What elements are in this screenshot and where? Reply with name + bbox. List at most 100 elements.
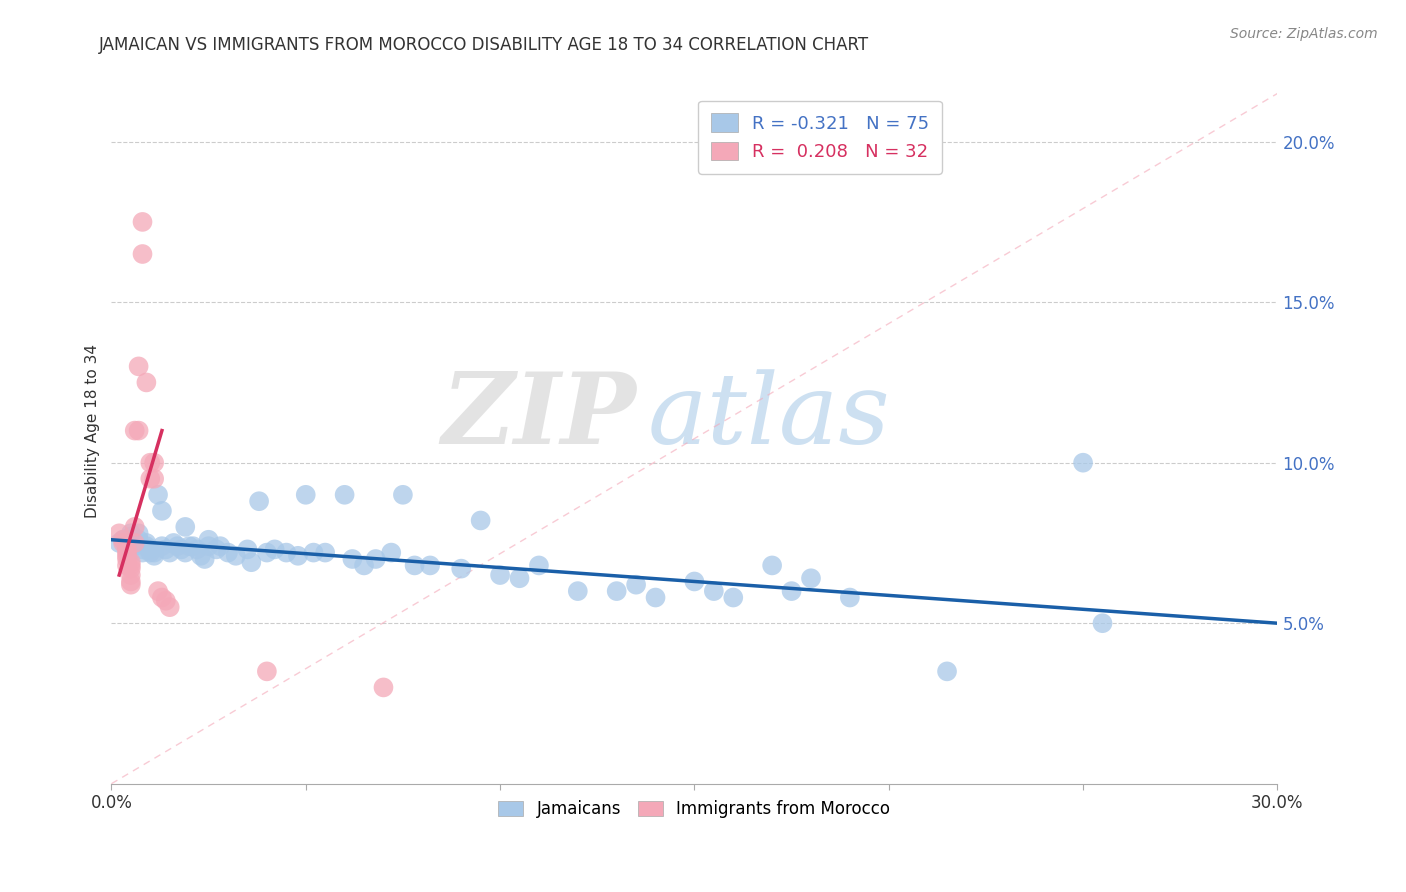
- Point: [644, 591, 666, 605]
- Point: [143, 545, 166, 559]
- Text: JAMAICAN VS IMMIGRANTS FROM MOROCCO DISABILITY AGE 18 TO 34 CORRELATION CHART: JAMAICAN VS IMMIGRANTS FROM MOROCCO DISA…: [98, 36, 869, 54]
- Text: atlas: atlas: [648, 368, 890, 464]
- Point: [143, 456, 166, 470]
- Point: [139, 545, 162, 559]
- Point: [256, 545, 278, 559]
- Point: [120, 574, 142, 589]
- Point: [723, 591, 745, 605]
- Point: [159, 545, 181, 559]
- Point: [150, 591, 173, 605]
- Point: [197, 533, 219, 547]
- Point: [217, 545, 239, 559]
- Point: [146, 584, 169, 599]
- Point: [470, 513, 492, 527]
- Point: [120, 555, 142, 569]
- Point: [128, 424, 150, 438]
- Point: [683, 574, 706, 589]
- Point: [139, 472, 162, 486]
- Point: [567, 584, 589, 599]
- Point: [179, 539, 201, 553]
- Point: [333, 488, 356, 502]
- Point: [197, 539, 219, 553]
- Point: [186, 542, 208, 557]
- Point: [1091, 616, 1114, 631]
- Point: [225, 549, 247, 563]
- Point: [761, 558, 783, 573]
- Point: [780, 584, 803, 599]
- Text: ZIP: ZIP: [441, 368, 636, 465]
- Point: [174, 520, 197, 534]
- Point: [624, 577, 647, 591]
- Legend: Jamaicans, Immigrants from Morocco: Jamaicans, Immigrants from Morocco: [492, 794, 897, 825]
- Point: [115, 549, 138, 563]
- Point: [139, 542, 162, 557]
- Point: [115, 552, 138, 566]
- Point: [205, 542, 228, 557]
- Point: [181, 539, 204, 553]
- Point: [194, 552, 217, 566]
- Point: [209, 539, 232, 553]
- Point: [143, 549, 166, 563]
- Point: [120, 561, 142, 575]
- Point: [450, 561, 472, 575]
- Point: [124, 536, 146, 550]
- Point: [115, 539, 138, 553]
- Point: [276, 545, 298, 559]
- Point: [128, 526, 150, 541]
- Point: [131, 542, 153, 557]
- Point: [314, 545, 336, 559]
- Point: [120, 558, 142, 573]
- Point: [139, 456, 162, 470]
- Point: [131, 247, 153, 261]
- Point: [128, 359, 150, 374]
- Point: [373, 681, 395, 695]
- Point: [166, 539, 188, 553]
- Point: [489, 568, 512, 582]
- Point: [124, 520, 146, 534]
- Point: [155, 542, 177, 557]
- Point: [703, 584, 725, 599]
- Point: [800, 571, 823, 585]
- Point: [120, 577, 142, 591]
- Point: [419, 558, 441, 573]
- Point: [120, 568, 142, 582]
- Point: [146, 488, 169, 502]
- Point: [124, 536, 146, 550]
- Point: [364, 552, 387, 566]
- Point: [508, 571, 530, 585]
- Point: [135, 376, 157, 390]
- Point: [240, 555, 263, 569]
- Point: [190, 549, 212, 563]
- Text: Source: ZipAtlas.com: Source: ZipAtlas.com: [1230, 27, 1378, 41]
- Point: [108, 536, 131, 550]
- Point: [1071, 456, 1094, 470]
- Point: [135, 539, 157, 553]
- Point: [294, 488, 316, 502]
- Point: [120, 529, 142, 543]
- Point: [174, 545, 197, 559]
- Point: [108, 526, 131, 541]
- Point: [302, 545, 325, 559]
- Point: [256, 665, 278, 679]
- Point: [112, 536, 135, 550]
- Point: [287, 549, 309, 563]
- Point: [392, 488, 415, 502]
- Point: [936, 665, 959, 679]
- Point: [143, 472, 166, 486]
- Point: [606, 584, 628, 599]
- Point: [128, 533, 150, 547]
- Point: [404, 558, 426, 573]
- Point: [150, 504, 173, 518]
- Point: [112, 533, 135, 547]
- Point: [115, 558, 138, 573]
- Point: [162, 536, 184, 550]
- Point: [838, 591, 860, 605]
- Point: [115, 545, 138, 559]
- Point: [150, 539, 173, 553]
- Point: [112, 533, 135, 547]
- Point: [131, 545, 153, 559]
- Point: [124, 539, 146, 553]
- Point: [353, 558, 375, 573]
- Point: [115, 542, 138, 557]
- Point: [155, 593, 177, 607]
